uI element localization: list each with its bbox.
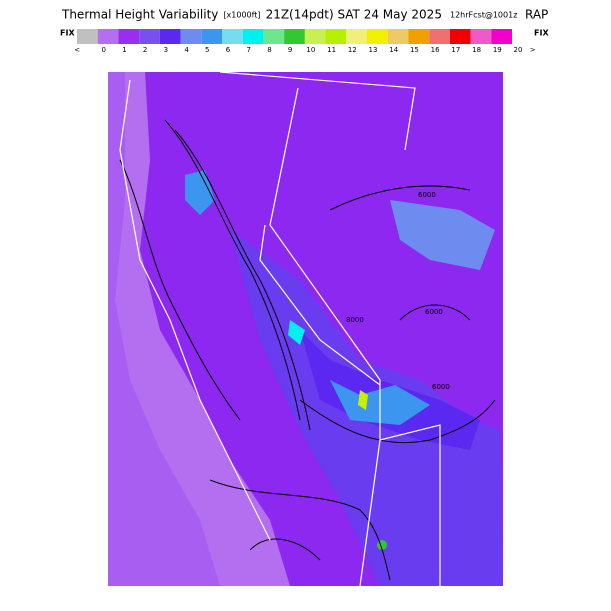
contour-label: 8000: [346, 316, 364, 324]
field-spot: [358, 390, 368, 410]
model: RAP: [525, 8, 548, 22]
color-swatch: [429, 29, 450, 44]
field-ne: [390, 200, 495, 270]
color-swatch: [449, 29, 471, 44]
title: Thermal Height Variability: [61, 8, 218, 22]
colorbar-tick-label: 7: [246, 46, 250, 54]
colorbar-tick-label: 17: [451, 46, 460, 54]
colorbar-tick-label: 12: [348, 46, 357, 54]
field-north: [185, 170, 215, 215]
colorbar-tick-label: 15: [410, 46, 419, 54]
field-spot: [288, 320, 305, 345]
colorbar-tick-label: 18: [472, 46, 481, 54]
color-swatch: [346, 29, 367, 44]
color-swatch: [491, 29, 512, 44]
colorbar-tick-label: 4: [184, 46, 189, 54]
colorbar-tick-label: 16: [431, 46, 440, 54]
fix-right: FIX: [534, 29, 549, 38]
contours: [119, 119, 496, 581]
units: [x1000ft]: [223, 11, 260, 20]
map: 6000 6000 6000 8000: [108, 71, 503, 587]
color-swatch: [284, 29, 305, 44]
color-swatch: [97, 29, 119, 44]
under-label: <: [74, 46, 80, 54]
state-borders: [119, 71, 441, 587]
colorbar-tick-label: 14: [389, 46, 398, 54]
over-label: >: [530, 46, 536, 54]
color-swatch: [387, 29, 409, 44]
valid-time: 21Z(14pdt) SAT 24 May 2025: [266, 8, 442, 22]
header: Thermal Height Variability [x1000ft] 21Z…: [60, 8, 549, 38]
forecast: 12hrFcst@1001z: [450, 11, 517, 20]
contour-label: 6000: [418, 191, 436, 199]
color-swatch: [201, 29, 222, 44]
color-swatch: [242, 29, 264, 44]
color-swatch: [118, 29, 140, 44]
contour-label: 6000: [425, 308, 443, 316]
colorbar-tick-label: 20: [514, 46, 523, 54]
color-swatch: [180, 29, 202, 44]
colorbar-tick-label: 19: [493, 46, 502, 54]
colorbar-tick-label: 2: [143, 46, 147, 54]
color-swatch: [222, 29, 243, 44]
colorbar-tick-label: 11: [327, 46, 336, 54]
color-swatch: [470, 29, 492, 44]
contour-labels: 6000 6000 6000 8000: [346, 191, 450, 391]
colorbar-tick-label: 13: [369, 46, 378, 54]
color-swatch: [139, 29, 160, 44]
colorbar-tick-label: 0: [101, 46, 105, 54]
colorbar-tick-label: 10: [306, 46, 315, 54]
color-swatch: [367, 29, 388, 44]
color-swatch: [304, 29, 326, 44]
color-swatch: [325, 29, 347, 44]
colorbar-tick-label: 9: [288, 46, 292, 54]
color-swatch: [159, 29, 181, 44]
color-swatch: [77, 29, 98, 44]
colorbar-tick-label: 1: [122, 46, 126, 54]
fix-left: FIX: [60, 29, 75, 38]
colorbar-tick-label: 8: [267, 46, 271, 54]
color-swatch: [263, 29, 285, 44]
colorbar-tick-label: 6: [226, 46, 231, 54]
ocean-field: [108, 72, 220, 586]
color-swatch: [408, 29, 430, 44]
colorbar-tick-label: 5: [205, 46, 209, 54]
contour-label: 6000: [432, 383, 450, 391]
colorbar-tick-label: 3: [164, 46, 168, 54]
colorbar: <0 1 2 3 4 5 6 7 8 9 10 11 12 13 14 15 16 17 18 19 20 >: [74, 29, 536, 54]
